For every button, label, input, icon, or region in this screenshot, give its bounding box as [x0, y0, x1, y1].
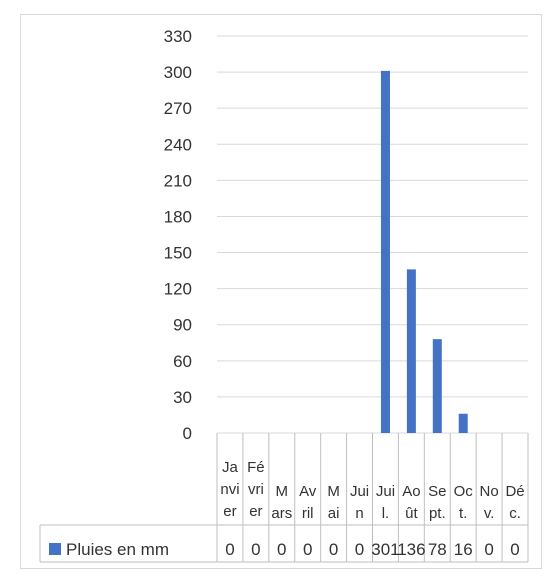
y-tick-label: 30: [173, 388, 192, 407]
y-tick-label: 180: [164, 207, 192, 226]
x-tick-label: ai: [328, 505, 340, 522]
chart-frame: [20, 14, 542, 569]
y-tick-label: 60: [173, 352, 192, 371]
y-tick-label: 150: [164, 244, 192, 263]
legend-swatch: [49, 543, 61, 555]
y-tick-label: 90: [173, 316, 192, 335]
data-label: 0: [355, 540, 364, 559]
data-label: 0: [225, 540, 234, 559]
bar-9: [458, 413, 468, 433]
data-label: 301: [371, 540, 399, 559]
x-tick-label: ril: [302, 505, 314, 522]
legend-label: Pluies en mm: [66, 540, 169, 559]
x-tick-label: Jui: [350, 483, 369, 500]
x-tick-label: pt.: [429, 505, 446, 522]
x-tick-label: ût: [405, 505, 418, 522]
y-tick-label: 300: [164, 63, 192, 82]
x-tick-label: ars: [271, 505, 292, 522]
x-tick-label: er: [223, 503, 236, 520]
y-tick-label: 120: [164, 280, 192, 299]
data-label: 78: [428, 540, 447, 559]
x-tick-label: Ao: [402, 483, 420, 500]
x-tick-label: er: [249, 503, 262, 520]
y-tick-label: 270: [164, 99, 192, 118]
x-tick-label: Se: [428, 483, 446, 500]
y-tick-label: 0: [183, 424, 192, 443]
bar-6: [380, 70, 390, 433]
x-tick-label: Oc: [454, 483, 474, 500]
x-tick-label: Jui: [376, 483, 395, 500]
data-label: 0: [484, 540, 493, 559]
data-label: 0: [329, 540, 338, 559]
data-label: 0: [510, 540, 519, 559]
x-tick-label: M: [276, 483, 289, 500]
bar-7: [406, 269, 416, 433]
data-label: 0: [251, 540, 260, 559]
bar-8: [432, 339, 442, 433]
x-tick-label: vri: [248, 481, 264, 498]
x-tick-label: Fé: [247, 459, 265, 476]
x-tick-label: Av: [299, 483, 317, 500]
data-label: 0: [303, 540, 312, 559]
x-tick-label: nvi: [220, 481, 239, 498]
x-tick-label: No: [480, 483, 499, 500]
x-tick-label: v.: [484, 505, 495, 522]
x-tick-label: n: [355, 505, 363, 522]
x-tick-label: Dé: [505, 483, 524, 500]
x-tick-label: Ja: [222, 459, 239, 476]
y-tick-label: 330: [164, 27, 192, 46]
y-tick-label: 240: [164, 135, 192, 154]
x-tick-label: t.: [459, 505, 467, 522]
y-tick-label: 210: [164, 171, 192, 190]
x-tick-label: l.: [382, 505, 390, 522]
data-label: 0: [277, 540, 286, 559]
data-label: 16: [454, 540, 473, 559]
x-tick-label: c.: [509, 505, 521, 522]
data-label: 136: [397, 540, 425, 559]
x-tick-label: M: [327, 483, 340, 500]
